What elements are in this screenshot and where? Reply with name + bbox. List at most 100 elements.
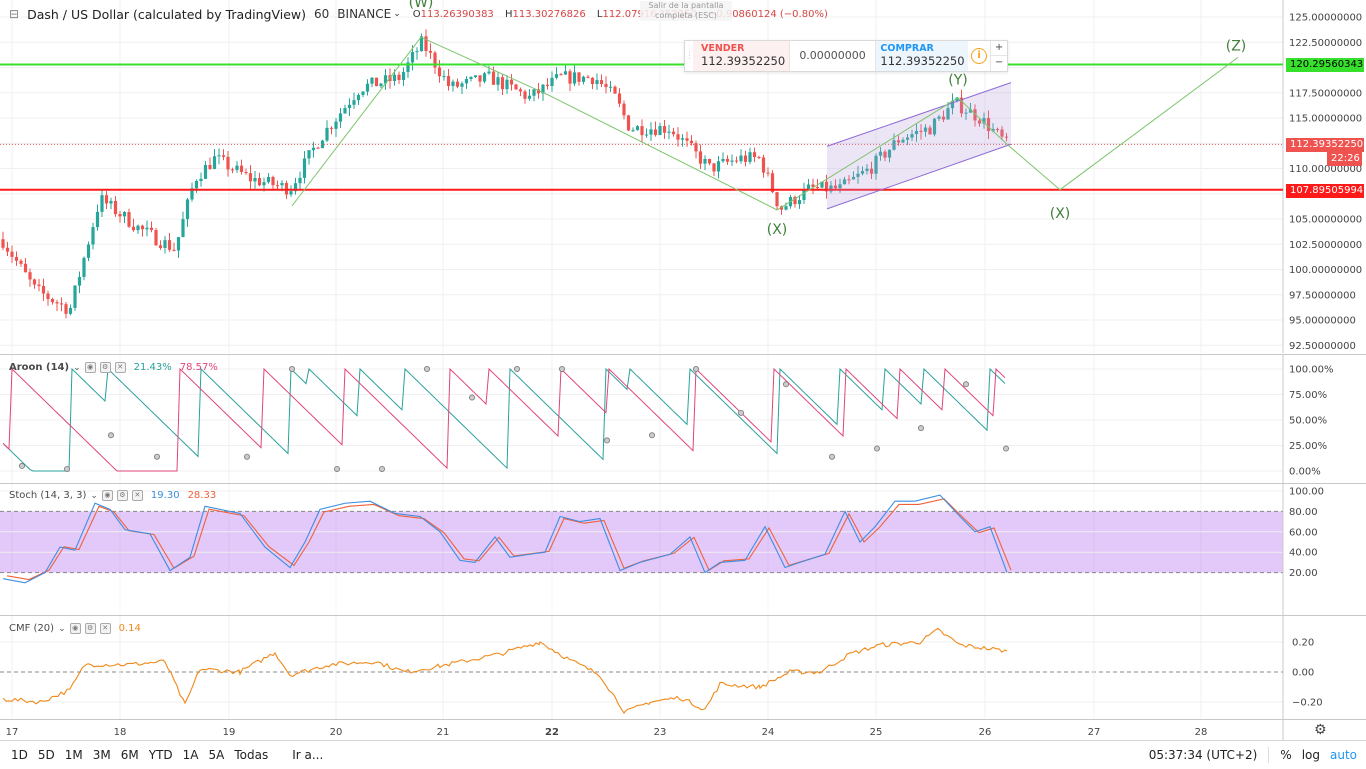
aroon-marker — [378, 465, 385, 472]
auto-toggle[interactable]: auto — [1329, 748, 1357, 762]
stoch-axis-label: 80.00 — [1289, 507, 1318, 518]
settings-icon[interactable]: ⚙ — [99, 362, 111, 373]
candle-body — [140, 225, 145, 230]
wave-label: (Y) — [948, 73, 967, 89]
eye-icon[interactable]: ◉ — [101, 490, 113, 501]
candle-body — [676, 134, 680, 140]
eye-icon[interactable]: ◉ — [69, 623, 81, 634]
gear-icon[interactable]: ⚙ — [1314, 722, 1327, 738]
aroon-marker — [153, 453, 160, 460]
candle-body — [793, 197, 797, 205]
range-button-todas[interactable]: Todas — [234, 748, 269, 762]
candle-body — [932, 118, 937, 135]
cmf-axis-label: 0.00 — [1292, 668, 1314, 679]
settings-icon[interactable]: ⚙ — [84, 623, 96, 634]
ohlc-values: O113.26390383 H113.30276826 L112.0791635… — [413, 9, 828, 20]
candle-body — [203, 164, 208, 179]
range-button-1m[interactable]: 1M — [64, 748, 83, 762]
candle-body — [100, 195, 104, 212]
range-button-6m[interactable]: 6M — [120, 748, 139, 762]
aroon-up-value: 21.43% — [133, 362, 172, 373]
candle-body — [707, 158, 712, 164]
wave-label: (Z) — [1226, 38, 1247, 54]
stoch-title[interactable]: Stoch (14, 3, 3) — [9, 490, 87, 501]
minus-button[interactable]: − — [994, 57, 1004, 68]
aroon-title[interactable]: Aroon (14) — [9, 362, 70, 373]
aroon-marker — [874, 445, 881, 452]
candle-body — [806, 184, 811, 190]
buy-price: 112.39352250 — [880, 54, 965, 68]
candle-body — [482, 73, 487, 82]
candle-body — [347, 104, 352, 109]
close-icon[interactable]: ✕ — [114, 362, 126, 373]
eye-icon[interactable]: ◉ — [84, 362, 96, 373]
wave-label: (W) — [409, 0, 434, 11]
stoch-d-value: 28.33 — [187, 490, 217, 501]
price-chart[interactable]: 125.00000000122.50000000120.00000000117.… — [0, 0, 1366, 353]
candle-body — [559, 74, 563, 76]
drag-handle[interactable]: ⋮ — [685, 51, 694, 61]
candle-body — [145, 227, 149, 230]
candle-body — [527, 95, 532, 99]
range-button-5a[interactable]: 5A — [208, 748, 225, 762]
aroon-chart[interactable]: 100.00% 75.00% 50.00% 25.00% 0.00% — [0, 355, 1366, 483]
candle-body — [910, 134, 914, 138]
candle-body — [239, 165, 244, 172]
range-button-1d[interactable]: 1D — [11, 748, 28, 762]
buy-button[interactable]: COMPRAR 112.39352250 — [876, 41, 969, 71]
close-icon[interactable]: ✕ — [99, 623, 111, 634]
aroon-pane[interactable]: 100.00% 75.00% 50.00% 25.00% 0.00% Aroon (14… — [0, 354, 1366, 483]
time-axis[interactable]: 17 18 19 20 21 22 23 24 25 26 27 28 ⚙ — [0, 719, 1366, 741]
candle-body — [316, 147, 320, 149]
plus-button[interactable]: + — [991, 41, 1007, 56]
candle-body — [820, 181, 824, 188]
candle-body — [392, 74, 397, 82]
collapse-icon[interactable]: ⊟ — [9, 7, 20, 21]
candle-body — [73, 285, 77, 308]
candle-body — [977, 120, 982, 124]
range-button-ytd[interactable]: YTD — [148, 748, 173, 762]
change-value: −0.90860124 (−0.80%) — [707, 8, 828, 20]
range-button-1a[interactable]: 1A — [182, 748, 199, 762]
candle-body — [302, 158, 307, 178]
close-icon[interactable]: ✕ — [131, 490, 143, 501]
settings-icon[interactable]: ⚙ — [116, 490, 128, 501]
chevron-down-icon[interactable]: ⌄ — [73, 362, 81, 373]
candle-body — [46, 293, 50, 300]
candle-body — [694, 143, 698, 152]
chevron-down-icon[interactable]: ⌄ — [393, 9, 401, 19]
candle-body — [644, 134, 649, 136]
candle-body — [815, 186, 820, 188]
chevron-down-icon[interactable]: ⌄ — [58, 623, 66, 634]
candle-body — [311, 147, 316, 151]
candle-body — [622, 103, 626, 116]
candle-body — [212, 156, 217, 169]
time-axis-label: 18 — [114, 727, 127, 738]
candle-body — [383, 75, 388, 84]
sell-price: 112.39352250 — [701, 54, 786, 68]
interval-label[interactable]: 60 — [314, 7, 330, 21]
candle-body — [842, 179, 847, 185]
percent-toggle[interactable]: % — [1280, 748, 1292, 762]
cmf-chart[interactable]: 0.20 0.00 −0.20 — [0, 616, 1366, 720]
exchange-label[interactable]: BINANCE — [337, 7, 392, 21]
chevron-down-icon[interactable]: ⌄ — [90, 490, 98, 501]
candle-body — [730, 160, 734, 162]
cmf-title[interactable]: CMF (20) — [9, 623, 55, 634]
price-axis-label: 92.50000000 — [1289, 341, 1356, 352]
price-pane[interactable]: 125.00000000122.50000000120.00000000117.… — [0, 0, 1366, 353]
candle-body — [167, 240, 172, 250]
stoch-chart[interactable]: 100.00 80.00 60.00 40.00 20.00 — [0, 484, 1366, 615]
goto-button[interactable]: Ir a... — [292, 748, 324, 762]
aroon-marker — [738, 409, 745, 416]
sell-button[interactable]: VENDER 112.39352250 — [693, 41, 789, 71]
quantity-stepper[interactable]: + − — [990, 41, 1007, 71]
stoch-legend: Stoch (14, 3, 3) ⌄ ◉ ⚙ ✕ 19.30 28.33 — [9, 490, 216, 501]
stoch-pane[interactable]: 100.00 80.00 60.00 40.00 20.00 Stoch (14, 3,… — [0, 483, 1366, 615]
range-button-3m[interactable]: 3M — [92, 748, 111, 762]
range-button-5d[interactable]: 5D — [37, 748, 55, 762]
cmf-pane[interactable]: 0.20 0.00 −0.20 CMF (20) ⌄ ◉ ⚙ ✕ 0.14 — [0, 615, 1366, 720]
info-icon[interactable]: i — [968, 41, 990, 71]
log-toggle[interactable]: log — [1301, 748, 1320, 762]
aroon-axis-label: 50.00% — [1289, 416, 1327, 427]
